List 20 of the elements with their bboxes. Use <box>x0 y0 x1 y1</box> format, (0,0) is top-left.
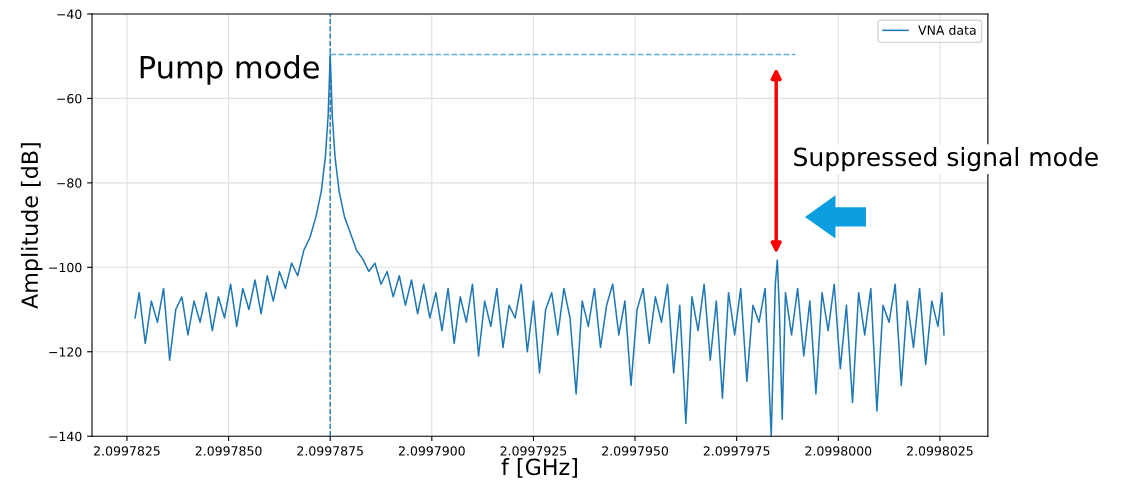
x-tick-label: 2.0997825 <box>94 446 160 456</box>
x-tick-label: 2.0997850 <box>195 446 262 456</box>
x-tick-label: 2.0997975 <box>703 446 770 456</box>
annotation: Pump mode <box>140 55 319 85</box>
y-tick-label: −120 <box>49 347 82 357</box>
x-tick-label: 2.0997875 <box>297 446 363 456</box>
y-tick-label: −140 <box>49 431 82 442</box>
x-axis-title: f [GHz] <box>501 458 577 478</box>
x-tick-label: 2.0997900 <box>398 446 465 456</box>
x-tick-label: 2.0998000 <box>805 446 872 456</box>
x-tick-label: 2.0997950 <box>602 446 669 456</box>
legend-label: VNA data <box>918 25 976 35</box>
annotation: Suppressed signal mode <box>794 146 1098 172</box>
y-tick-label: −80 <box>57 178 82 188</box>
y-tick-label: −100 <box>49 262 82 273</box>
y-tick-label: −60 <box>57 93 82 104</box>
x-tick-label: 2.0997925 <box>500 446 567 456</box>
y-axis-title: Amplitude [dB] <box>20 143 43 309</box>
y-tick-label: −40 <box>57 9 82 19</box>
x-tick-label: 2.0998025 <box>907 446 973 456</box>
